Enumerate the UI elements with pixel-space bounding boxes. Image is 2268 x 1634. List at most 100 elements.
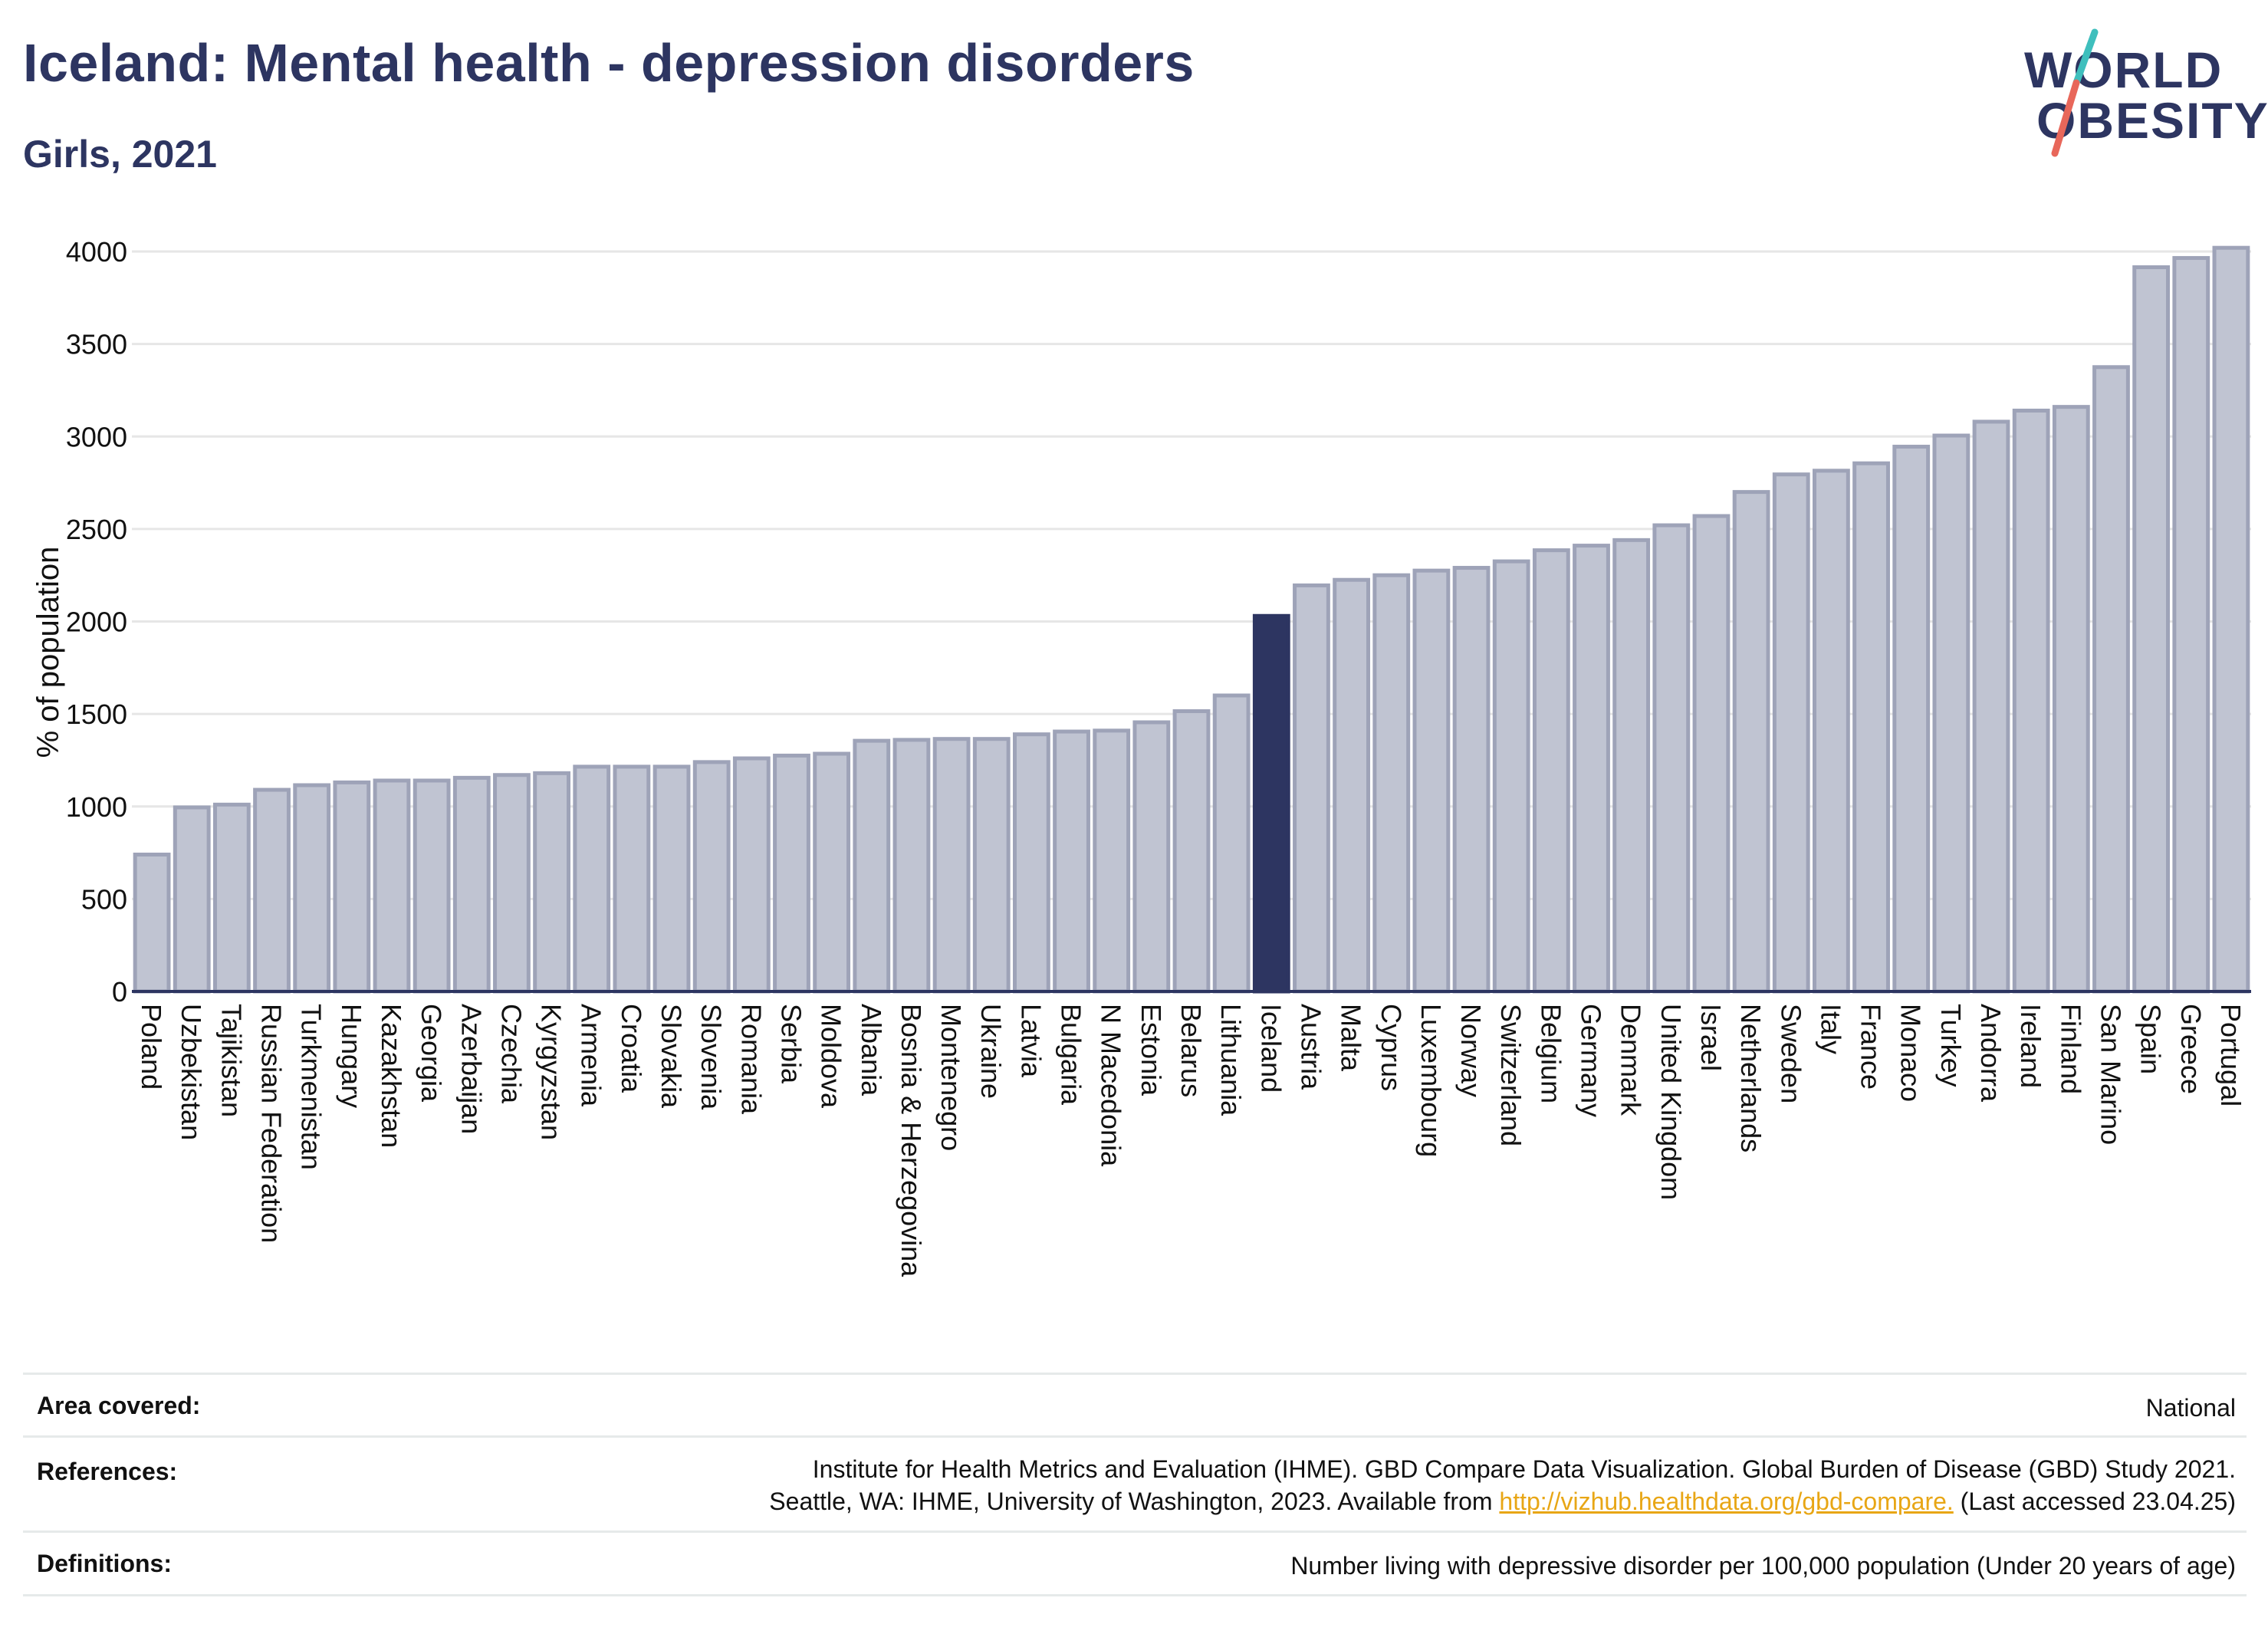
definitions-value: Number living with depressive disorder p… [1290, 1552, 2236, 1580]
bar [1012, 732, 1050, 994]
bar [1053, 729, 1090, 994]
x-tick-label: Portugal [2215, 1004, 2247, 1106]
bar [1492, 559, 1530, 994]
bar [1132, 720, 1171, 994]
x-tick-label: Georgia [416, 1004, 447, 1103]
x-tick-label: Kazakhstan [376, 1004, 407, 1148]
bar [573, 764, 611, 994]
info-table: Area covered: National References: Insti… [23, 1373, 2247, 1596]
x-tick-label: Albania [856, 1004, 887, 1096]
bar [1452, 566, 1491, 994]
bar [1732, 490, 1770, 994]
x-tick-label: San Marino [2095, 1004, 2126, 1145]
bar [133, 852, 171, 994]
bar [1652, 523, 1691, 994]
info-row-area: Area covered: National [23, 1373, 2247, 1435]
x-tick-label: United Kingdom [1655, 1004, 1687, 1200]
x-tick-label: Serbia [775, 1004, 807, 1084]
x-tick-label: Lithuania [1215, 1004, 1247, 1116]
bar [1093, 728, 1131, 994]
bar [1172, 709, 1211, 994]
bar [2012, 408, 2050, 994]
x-tick-label: Belarus [1175, 1004, 1207, 1097]
x-tick-label: Switzerland [1495, 1004, 1527, 1146]
x-tick-label: Germany [1576, 1004, 1607, 1117]
bars [133, 245, 2250, 994]
bar [1333, 577, 1371, 994]
logo-text-line2: OBESITY [2036, 92, 2268, 149]
x-tick-label: Slovenia [695, 1004, 727, 1110]
x-tick-label: Moldova [816, 1004, 847, 1109]
bar [892, 738, 931, 994]
x-tick-label: N Macedonia [1096, 1004, 1127, 1167]
x-tick-label: France [1855, 1004, 1887, 1090]
bar [972, 737, 1011, 994]
x-tick-label: Slovakia [656, 1004, 687, 1109]
bar [1852, 461, 1890, 994]
x-tick-label: Poland [136, 1004, 167, 1090]
y-tick-label: 4000 [66, 236, 127, 268]
x-tick-label: Turkey [1935, 1004, 1967, 1087]
definitions-label: Definitions: [37, 1550, 172, 1577]
y-tick-label: 0 [112, 976, 127, 1008]
bar [1972, 419, 2010, 994]
area-label: Area covered: [37, 1392, 201, 1419]
bar [413, 778, 451, 994]
x-tick-label: Bosnia & Herzegovina [896, 1004, 927, 1277]
x-tick-label: Turkmenistan [296, 1004, 327, 1170]
y-tick-label: 500 [81, 883, 127, 915]
bar [293, 783, 331, 994]
bar [1532, 548, 1570, 994]
y-tick-label: 3500 [66, 329, 127, 360]
x-tick-label: Ukraine [975, 1004, 1007, 1099]
y-tick-label: 1000 [66, 791, 127, 823]
x-tick-label: Montenegro [935, 1004, 967, 1151]
references-link[interactable]: http://vizhub.healthdata.org/gbd-compare… [1499, 1488, 1954, 1515]
y-axis-label: % of population [31, 547, 65, 758]
x-tick-label: Hungary [336, 1004, 367, 1108]
references-line1: Institute for Health Metrics and Evaluat… [812, 1455, 2236, 1483]
x-axis-ticks: Poland Uzbekistan Tajikistan Russian Federa… [136, 1004, 2247, 1277]
x-tick-label: Finland [2055, 1004, 2086, 1094]
bar [1692, 514, 1731, 994]
bar [493, 773, 531, 994]
bar [853, 738, 891, 994]
bar [1573, 544, 1610, 994]
bar-highlighted [1252, 613, 1290, 994]
x-tick-label: Kyrgyzstan [536, 1004, 567, 1140]
bar [173, 805, 211, 994]
y-tick-label: 3000 [66, 421, 127, 452]
bar [932, 737, 971, 994]
bar [1372, 573, 1411, 994]
bar [2172, 255, 2210, 994]
x-tick-label: Andorra [1975, 1004, 2007, 1103]
bar [533, 771, 570, 994]
x-tick-label: Italy [1815, 1004, 1846, 1054]
x-tick-label: Luxembourg [1415, 1004, 1447, 1157]
x-tick-label: Israel [1695, 1004, 1727, 1071]
bar [253, 787, 291, 994]
bar [1212, 693, 1251, 994]
bar [2052, 405, 2090, 994]
info-row-definitions: Definitions: Number living with depressi… [23, 1530, 2247, 1596]
x-tick-label: Estonia [1136, 1004, 1167, 1096]
page-subtitle: Girls, 2021 [23, 133, 217, 176]
bar [1932, 433, 1971, 994]
x-tick-label: Spain [2135, 1004, 2167, 1074]
bar [1772, 472, 1810, 994]
x-tick-label: Ireland [2015, 1004, 2046, 1088]
bar [333, 780, 371, 994]
x-tick-label: Netherlands [1735, 1004, 1767, 1152]
x-tick-label: Austria [1295, 1004, 1326, 1090]
x-tick-label: Belgium [1535, 1004, 1566, 1103]
logo-text-line1: WORLD [2024, 41, 2224, 98]
bar [773, 753, 810, 994]
x-tick-label: Azerbaijan [455, 1004, 487, 1134]
x-tick-label: Tajikistan [215, 1004, 247, 1117]
x-tick-label: Croatia [616, 1004, 647, 1093]
x-tick-label: Malta [1336, 1004, 1367, 1072]
x-tick-label: Cyprus [1376, 1004, 1407, 1091]
y-tick-label: 2500 [66, 514, 127, 545]
references-line2-prefix: Seattle, WA: IHME, University of Washing… [769, 1488, 1500, 1515]
bar [212, 802, 251, 994]
